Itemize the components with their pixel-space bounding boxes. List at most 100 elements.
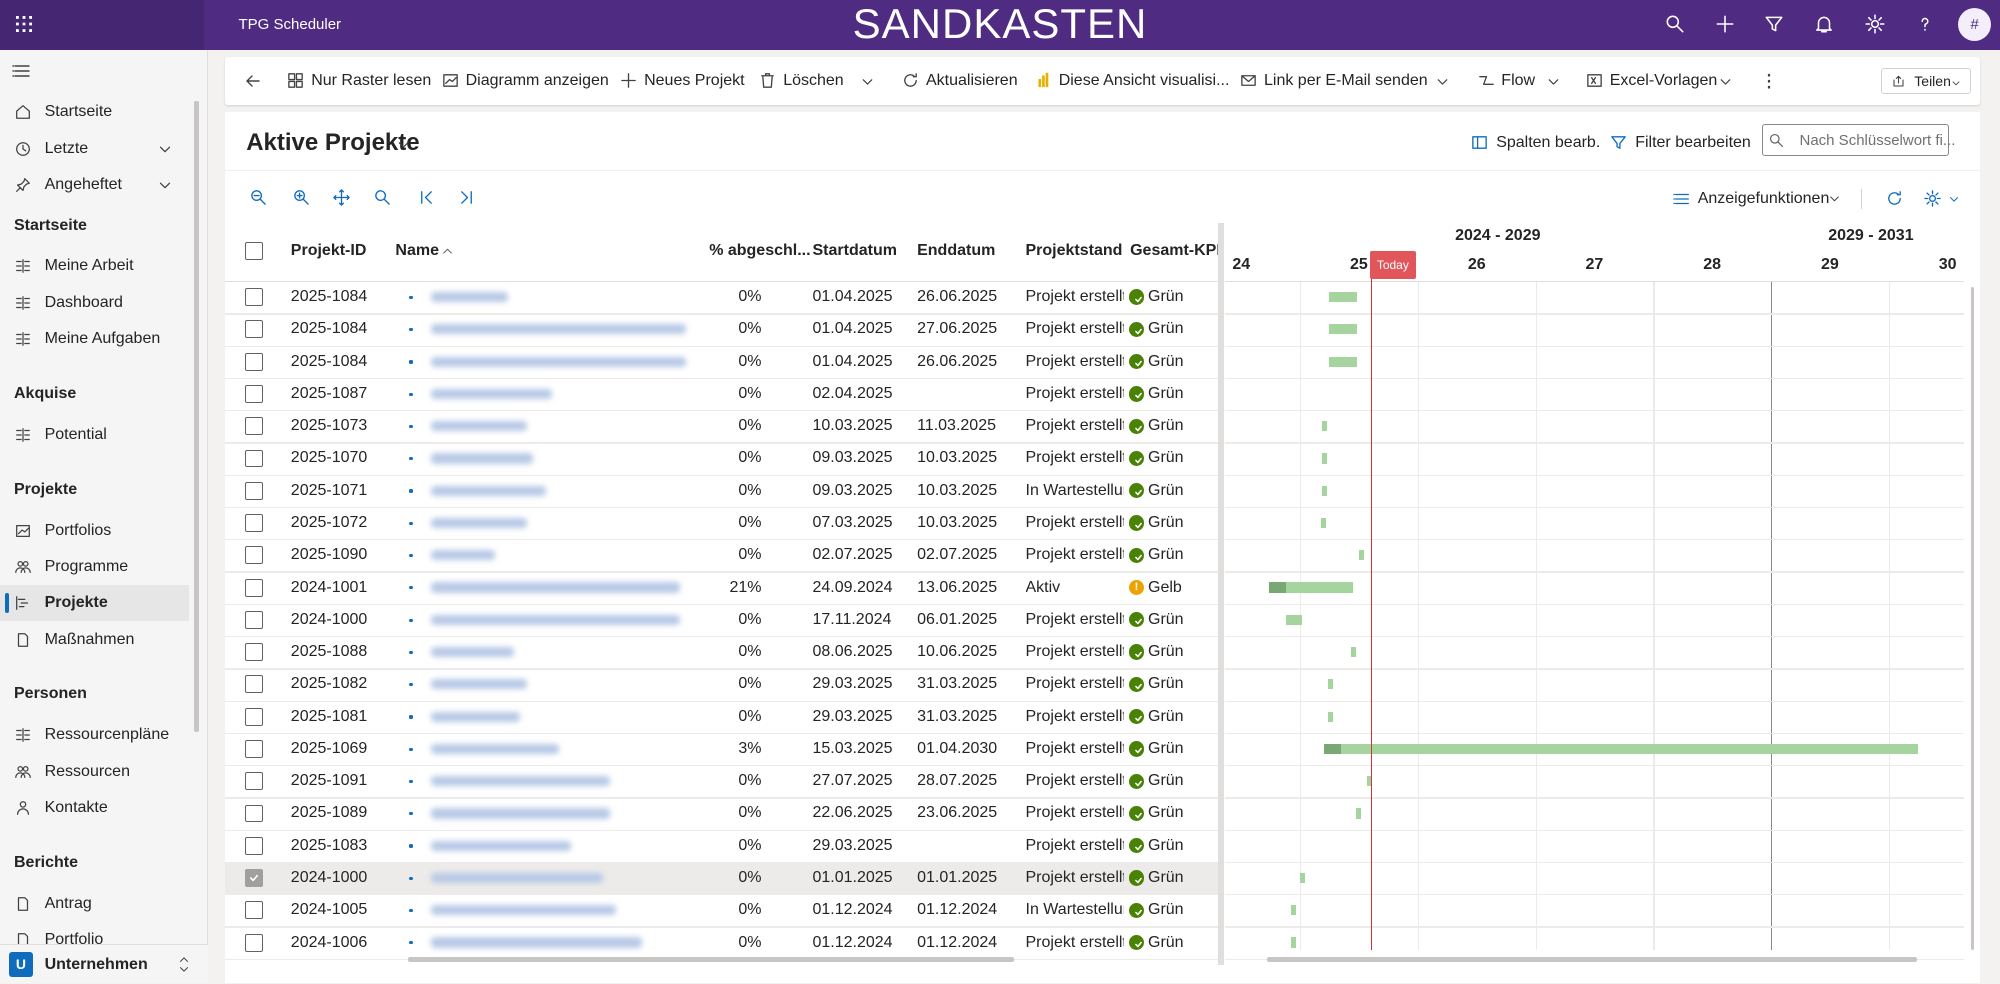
nav-item[interactable]: Portfolio [45, 926, 104, 944]
command-button[interactable]: Link per E-Mail senden [1264, 67, 1428, 95]
sidebar-footer[interactable]: UUnternehmen [0, 944, 208, 984]
row-checkbox[interactable] [245, 482, 263, 500]
command-button[interactable]: Neues Projekt [644, 67, 745, 95]
top-search-button[interactable] [1664, 13, 1686, 35]
row-checkbox[interactable] [245, 708, 263, 726]
name-redacted[interactable] [431, 582, 680, 592]
row-checkbox[interactable] [245, 772, 263, 790]
command-button[interactable]: Diese Ansicht visualisi... [1059, 67, 1230, 95]
row-checkbox-checked[interactable] [245, 869, 263, 887]
hamburger[interactable] [12, 61, 32, 81]
row-checkbox[interactable] [245, 417, 263, 435]
top-plus-button[interactable] [1714, 13, 1736, 35]
command-button[interactable]: Diagramm anzeigen [466, 67, 609, 95]
name-redacted[interactable] [431, 615, 680, 625]
display-functions-chevron[interactable] [1827, 191, 1842, 206]
row-checkbox[interactable] [245, 740, 263, 758]
nav-item[interactable]: Portfolios [45, 517, 112, 545]
display-functions-button[interactable]: Anzeigefunktionen [1698, 185, 1830, 213]
name-redacted[interactable] [431, 647, 514, 657]
column-header[interactable]: Gesamt-KPI [1130, 237, 1218, 265]
column-header[interactable]: Enddatum [917, 237, 995, 265]
row-checkbox[interactable] [245, 514, 263, 532]
nav-item[interactable]: Maßnahmen [45, 626, 135, 654]
name-redacted[interactable] [431, 679, 527, 689]
nav-item[interactable]: Programme [45, 553, 129, 581]
row-checkbox[interactable] [245, 320, 263, 338]
name-redacted[interactable] [431, 744, 559, 754]
gantt-tool-last[interactable] [457, 188, 476, 207]
search-box[interactable]: Nach Schlüsselwort fi... [1762, 124, 1950, 156]
name-redacted[interactable] [431, 905, 616, 915]
name-redacted[interactable] [431, 550, 495, 560]
name-redacted[interactable] [431, 324, 686, 334]
row-checkbox[interactable] [245, 242, 263, 260]
column-header[interactable]: Projektstand [1026, 237, 1123, 265]
gantt-tool-zoomin[interactable] [292, 188, 311, 207]
avatar[interactable]: # [1958, 8, 1991, 41]
name-redacted[interactable] [431, 453, 533, 463]
top-bell-button[interactable] [1813, 13, 1835, 35]
nav-expand-chevron[interactable] [156, 176, 174, 194]
nav-item[interactable]: Dashboard [45, 289, 123, 317]
column-header[interactable]: Projekt-ID [291, 237, 367, 265]
nav-item[interactable]: Letzte [45, 135, 89, 163]
column-header[interactable]: Name [395, 237, 439, 265]
row-checkbox[interactable] [245, 675, 263, 693]
nav-item[interactable]: Kontakte [45, 794, 108, 822]
gantt-tool-fit[interactable] [332, 188, 351, 207]
nav-item[interactable]: Meine Aufgaben [45, 325, 161, 353]
nav-item[interactable]: Meine Arbeit [45, 252, 134, 280]
column-header[interactable]: Startdatum [813, 237, 897, 265]
nav-item[interactable]: Antrag [45, 890, 92, 918]
command-button[interactable]: Nur Raster lesen [311, 67, 431, 95]
row-checkbox[interactable] [245, 611, 263, 629]
gantt-tool-zoomout[interactable] [249, 188, 268, 207]
edit-columns-button[interactable]: Spalten bearb. [1496, 129, 1600, 157]
more-button[interactable] [1759, 71, 1779, 91]
name-redacted[interactable] [431, 776, 610, 786]
command-button[interactable]: Aktualisieren [926, 67, 1018, 95]
name-redacted[interactable] [431, 841, 571, 851]
row-checkbox[interactable] [245, 288, 263, 306]
name-redacted[interactable] [431, 357, 686, 367]
nav-expand-chevron[interactable] [156, 140, 174, 158]
name-redacted[interactable] [431, 292, 508, 302]
column-header[interactable]: % abgeschl... [709, 237, 810, 265]
row-checkbox[interactable] [245, 385, 263, 403]
top-filter-button[interactable] [1763, 13, 1785, 35]
top-gear-button[interactable] [1864, 13, 1886, 35]
row-checkbox[interactable] [245, 579, 263, 597]
gantt-tool-search[interactable] [373, 188, 392, 207]
command-button[interactable]: Löschen [783, 67, 844, 95]
command-chevron[interactable] [1434, 73, 1451, 90]
top-help-button[interactable] [1914, 13, 1936, 35]
name-redacted[interactable] [431, 518, 527, 528]
nav-item[interactable]: Startseite [45, 98, 113, 126]
name-redacted[interactable] [431, 421, 527, 431]
row-checkbox[interactable] [245, 546, 263, 564]
command-button[interactable]: Excel-Vorlagen [1610, 67, 1718, 95]
row-checkbox[interactable] [245, 901, 263, 919]
view-selector-chevron[interactable] [395, 136, 412, 153]
edit-filter-button[interactable]: Filter bearbeiten [1635, 129, 1751, 157]
command-chevron[interactable] [1717, 73, 1734, 90]
row-checkbox[interactable] [245, 353, 263, 371]
nav-item[interactable]: Ressourcen [45, 758, 130, 786]
command-chevron[interactable] [859, 73, 876, 90]
name-redacted[interactable] [431, 712, 520, 722]
share-button[interactable]: Teilen [1881, 68, 1970, 95]
command-chevron[interactable] [1545, 73, 1562, 90]
row-checkbox[interactable] [245, 805, 263, 823]
name-redacted[interactable] [431, 486, 546, 496]
row-checkbox[interactable] [245, 837, 263, 855]
nav-item[interactable]: Angeheftet [45, 171, 122, 199]
back-button[interactable] [243, 71, 263, 91]
row-checkbox[interactable] [245, 450, 263, 468]
gantt-settings-button[interactable] [1923, 189, 1942, 208]
gantt-refresh-button[interactable] [1885, 189, 1904, 208]
nav-item[interactable]: Ressourcenpläne [45, 721, 170, 749]
name-redacted[interactable] [431, 937, 642, 947]
name-redacted[interactable] [431, 808, 610, 818]
name-redacted[interactable] [431, 389, 552, 399]
